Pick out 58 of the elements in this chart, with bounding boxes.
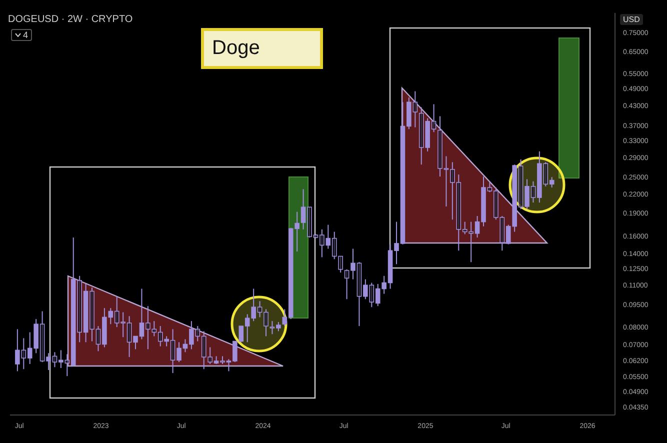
candlestick (313, 234, 318, 239)
candlestick (126, 316, 132, 358)
candlestick (356, 262, 362, 327)
candlestick (412, 90, 418, 128)
candlestick (307, 206, 312, 238)
candlestick (96, 326, 101, 352)
candlestick (58, 350, 64, 368)
candlestick (164, 336, 169, 347)
candlestick (208, 346, 212, 365)
candlestick (201, 330, 206, 370)
candlestick (146, 306, 150, 350)
candlestick (431, 104, 436, 133)
candlestick (500, 216, 505, 252)
candlestick (438, 116, 442, 178)
candlestick (52, 352, 58, 368)
y-axis-title: USD (620, 14, 643, 25)
candlestick (332, 231, 337, 260)
candlestick (456, 174, 462, 252)
candlestick (40, 310, 45, 363)
candlestick (320, 228, 324, 258)
candlestick (549, 176, 554, 188)
candlestick (46, 352, 51, 371)
candlestick (64, 354, 70, 377)
candlestick (90, 287, 94, 342)
chart-title: DOGEUSD · 2W · CRYPTO (8, 14, 133, 25)
label-box: Doge (201, 28, 323, 69)
candlestick (350, 248, 356, 280)
candlestick (543, 162, 548, 187)
candlestick (444, 156, 449, 207)
candlestick (270, 320, 275, 335)
candlestick (344, 268, 350, 300)
candlestick (21, 338, 26, 370)
candlestick (338, 256, 343, 274)
candlestick (363, 278, 368, 300)
candlestick (170, 328, 176, 374)
candlestick (114, 296, 120, 328)
candlestick (195, 326, 200, 342)
candlestick (300, 188, 306, 230)
candlestick (494, 187, 498, 220)
candlestick (15, 328, 20, 372)
candlestick (326, 224, 331, 250)
candlestick (487, 180, 492, 193)
candlestick (120, 312, 126, 338)
candlestick (257, 300, 262, 318)
candlestick (450, 162, 455, 220)
candlestick (264, 308, 268, 337)
candlestick (158, 326, 163, 347)
annotation: 4 (23, 30, 28, 40)
candlestick (468, 221, 474, 263)
candlestick (220, 356, 225, 365)
candlestick (418, 106, 424, 166)
candlestick (369, 282, 374, 308)
candlestick (518, 158, 524, 210)
candlestick (276, 322, 281, 332)
candlestick (524, 178, 530, 210)
candlestick (530, 180, 536, 204)
candlestick (77, 275, 82, 343)
candlestick (462, 221, 468, 235)
